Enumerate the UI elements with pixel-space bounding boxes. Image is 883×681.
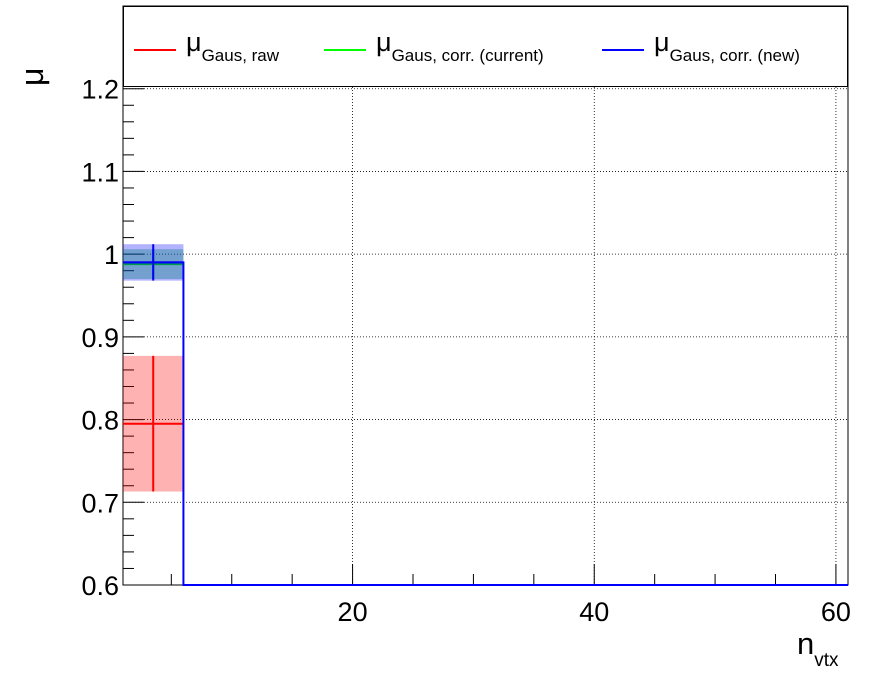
x-tick-label: 20 <box>338 597 368 627</box>
y-axis-label: μ <box>14 67 50 86</box>
y-tick-label: 1.2 <box>81 75 119 105</box>
legend-label-new: Gaus, corr. (new) <box>669 46 800 65</box>
legend-swatch-raw <box>134 49 176 51</box>
legend-label-current: Gaus, corr. (current) <box>391 46 544 65</box>
legend-swatch-current <box>324 49 366 51</box>
x-axis-label: n vtx <box>797 628 839 676</box>
y-tick-label: 1.1 <box>81 157 119 187</box>
legend-swatch-new <box>602 49 644 51</box>
x-tick-label: 60 <box>821 597 851 627</box>
x-axis-label-sub: vtx <box>814 650 839 671</box>
y-tick-label: 0.8 <box>81 406 119 436</box>
plot-frame <box>122 5 849 586</box>
y-tick-label: 0.9 <box>81 323 119 353</box>
legend: μ Gaus, raw μ Gaus, corr. (current) μ Ga… <box>123 6 848 87</box>
legend-entry-raw: μ Gaus, raw <box>134 29 279 69</box>
legend-symbol-new: μ <box>654 27 670 57</box>
legend-entry-current: μ Gaus, corr. (current) <box>324 29 544 69</box>
legend-label-raw: Gaus, raw <box>201 46 280 65</box>
legend-entry-new: μ Gaus, corr. (new) <box>602 29 800 69</box>
y-tick-label: 0.6 <box>81 571 119 601</box>
histogram-step-line <box>123 261 848 586</box>
legend-symbol-current: μ <box>376 27 392 57</box>
x-axis-label-main: n <box>797 626 815 661</box>
legend-symbol-raw: μ <box>186 27 202 57</box>
x-tick-label: 40 <box>579 597 609 627</box>
y-tick-label: 1 <box>104 240 119 270</box>
y-tick-label: 0.7 <box>81 488 119 518</box>
